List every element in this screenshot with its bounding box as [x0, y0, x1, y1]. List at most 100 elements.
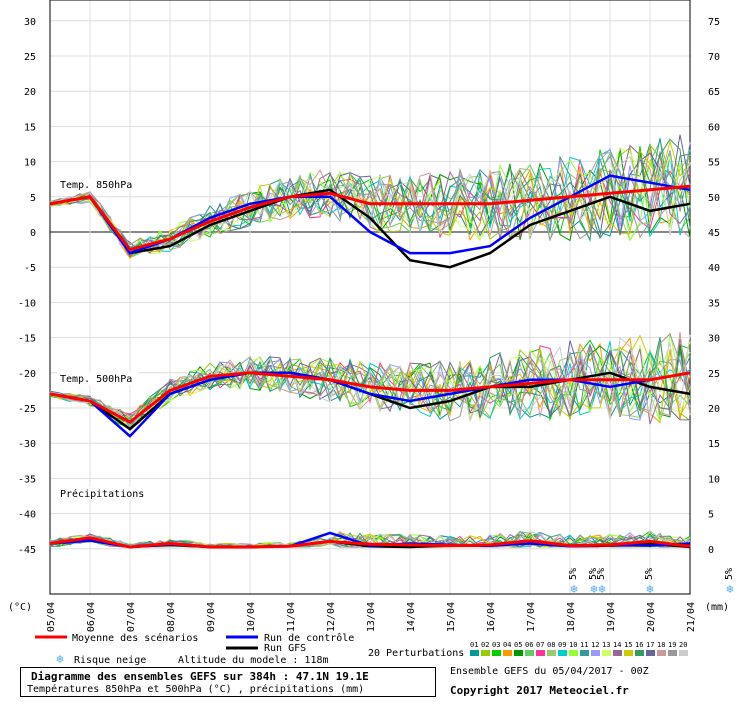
- altitude-label: Altitude du modele : 118m: [178, 655, 329, 666]
- run-info: Ensemble GEFS du 05/04/2017 - 00Z: [450, 666, 649, 677]
- perturbation-swatch: [547, 650, 556, 656]
- right-tick-label: 40: [708, 263, 720, 274]
- perturbation-id: 17: [646, 641, 654, 649]
- right-tick-label: 60: [708, 122, 720, 133]
- mean-line-t500: [49, 371, 691, 424]
- right-tick-label: 5: [708, 510, 714, 521]
- date-tick-label: 13/04: [366, 602, 377, 632]
- right-tick-label: 55: [708, 158, 720, 169]
- right-tick-label: 15: [708, 439, 720, 450]
- right-tick-label: 30: [708, 334, 720, 345]
- left-tick-label: 15: [24, 122, 36, 133]
- perturbation-swatch: [503, 650, 512, 656]
- left-tick-label: 10: [24, 158, 36, 169]
- perturbation-id: 06: [525, 641, 533, 649]
- perturbation-swatch: [613, 650, 622, 656]
- right-tick-label: 75: [708, 17, 720, 28]
- precip-label: Précipitations: [60, 488, 144, 500]
- perturbation-swatch: [602, 650, 611, 656]
- date-tick-label: 15/04: [446, 602, 457, 632]
- right-tick-label: 70: [708, 52, 720, 63]
- footer-title: Diagramme des ensembles GEFS sur 384h : …: [31, 670, 369, 683]
- date-tick-label: 16/04: [486, 602, 497, 632]
- perturbation-id: 03: [492, 641, 500, 649]
- mean-line-t850: [49, 184, 691, 252]
- perturbation-id: 02: [481, 641, 489, 649]
- perturbation-id: 16: [635, 641, 643, 649]
- right-tick-label: 65: [708, 87, 720, 98]
- perturbation-swatch: [657, 650, 666, 656]
- snowflake-icon: ❄: [598, 582, 605, 596]
- date-tick-label: 20/04: [646, 602, 657, 632]
- snow-risk-value: 5%: [568, 568, 579, 580]
- perturbation-id: 18: [657, 641, 665, 649]
- perturbation-swatch: [679, 650, 688, 656]
- perturbation-swatch: [536, 650, 545, 656]
- perturbations-label: 20 Perturbations: [368, 648, 464, 659]
- date-tick-label: 05/04: [46, 602, 57, 632]
- date-tick-label: 21/04: [686, 602, 697, 632]
- perturbation-swatch: [514, 650, 523, 656]
- perturbation-id: 20: [679, 641, 687, 649]
- left-tick-label: -30: [18, 439, 36, 450]
- perturbation-id: 14: [613, 641, 621, 649]
- perturbation-line-t500: [49, 339, 691, 424]
- perturbation-swatch: [481, 650, 490, 656]
- mean-line-precip: [49, 536, 691, 549]
- right-tick-label: 35: [708, 298, 720, 309]
- legend-gfs-label: Run GFS: [264, 643, 306, 654]
- snow-risk-value: 5%: [588, 568, 599, 580]
- panel-label-bg: [57, 372, 139, 385]
- perturbation-swatch: [569, 650, 578, 656]
- left-tick-label: -20: [18, 369, 36, 380]
- perturbation-id: 04: [503, 641, 511, 649]
- left-tick-label: 25: [24, 52, 36, 63]
- perturbation-id: 07: [536, 641, 544, 649]
- panel-labels: Temp. 850hPa Temp. 500hPa Précipitations: [57, 178, 152, 500]
- right-tick-label: 20: [708, 404, 720, 415]
- left-tick-label: -10: [18, 298, 36, 309]
- date-tick-label: 19/04: [606, 602, 617, 632]
- snow-risk-value: 5%: [724, 568, 735, 580]
- perturbation-swatch: [646, 650, 655, 656]
- perturbation-id: 10: [569, 641, 577, 649]
- legend-control-label: Run de contrôle: [264, 632, 354, 644]
- left-tick-label: -35: [18, 474, 36, 485]
- left-tick-label: -40: [18, 510, 36, 521]
- snow-risk-value: 5%: [644, 568, 655, 580]
- t850-label: Temp. 850hPa: [60, 180, 132, 191]
- left-tick-label: -15: [18, 334, 36, 345]
- snowflake-icon: ❄: [570, 582, 577, 596]
- date-tick-label: 11/04: [286, 602, 297, 632]
- footer-title-box: Diagramme des ensembles GEFS sur 384h : …: [20, 667, 436, 697]
- date-tick-label: 08/04: [166, 602, 177, 632]
- perturbation-line-t850: [49, 137, 691, 250]
- date-tick-label: 09/04: [206, 602, 217, 632]
- left-tick-label: 20: [24, 87, 36, 98]
- perturbation-id: 08: [547, 641, 555, 649]
- perturbation-swatch: [580, 650, 589, 656]
- left-tick-label: 30: [24, 17, 36, 28]
- left-tick-label: -45: [18, 545, 36, 556]
- gfs-line-t850: [49, 188, 691, 269]
- perturbation-id: 05: [514, 641, 522, 649]
- perturbation-swatch: [525, 650, 534, 656]
- right-tick-label: 45: [708, 228, 720, 239]
- snow-risk-markers: 5% ❄ 5% ❄ 5% ❄ 5% ❄ 5% ❄: [568, 568, 735, 596]
- left-axis-unit: (°C): [8, 602, 32, 613]
- date-tick-label: 17/04: [526, 602, 537, 632]
- perturbation-swatch: [624, 650, 633, 656]
- right-axis-unit: (mm): [705, 602, 729, 613]
- plot-border: [49, 0, 691, 595]
- legend-mean-label: Moyenne des scénarios: [72, 632, 198, 644]
- perturbation-id: 13: [602, 641, 610, 649]
- copyright: Copyright 2017 Meteociel.fr: [450, 684, 629, 697]
- perturbation-swatch: [492, 650, 501, 656]
- t500-label: Temp. 500hPa: [60, 374, 132, 385]
- panel-label-bg: [57, 178, 139, 191]
- main-lines: [49, 174, 691, 549]
- perturbation-line-t500: [49, 334, 691, 431]
- perturbation-swatch: [591, 650, 600, 656]
